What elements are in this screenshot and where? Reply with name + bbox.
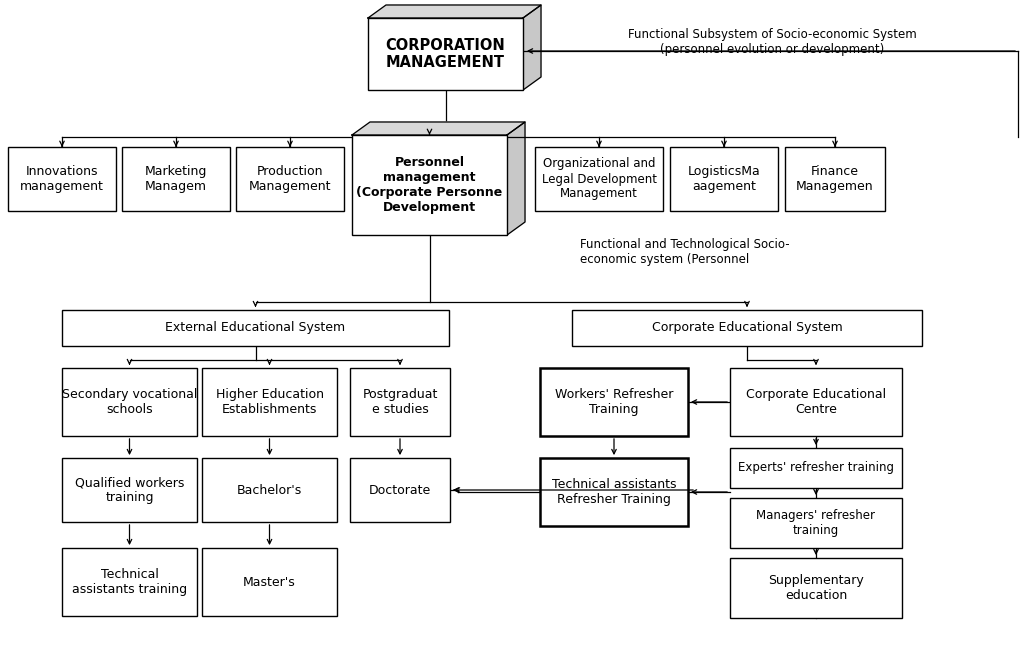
Bar <box>368 18 523 90</box>
Text: Experts' refresher training: Experts' refresher training <box>739 462 894 475</box>
Bar <box>202 548 337 616</box>
Text: Finance
Managemen: Finance Managemen <box>796 165 873 193</box>
Polygon shape <box>352 122 525 135</box>
Bar <box>572 310 922 346</box>
Bar <box>730 368 902 436</box>
Polygon shape <box>507 122 525 235</box>
Bar <box>670 147 778 211</box>
Bar <box>62 310 449 346</box>
Text: Doctorate: Doctorate <box>369 484 432 497</box>
Bar <box>785 147 885 211</box>
Polygon shape <box>368 5 541 18</box>
Text: Qualified workers
training: Qualified workers training <box>75 476 184 504</box>
Text: Personnel
management
(Corporate Personne
Development: Personnel management (Corporate Personne… <box>356 156 503 214</box>
Bar <box>8 147 116 211</box>
Bar <box>535 147 663 211</box>
Text: Workers' Refresher
Training: Workers' Refresher Training <box>555 388 674 416</box>
Bar <box>540 458 688 526</box>
Text: CORPORATION
MANAGEMENT: CORPORATION MANAGEMENT <box>385 38 506 70</box>
Text: Technical assistants
Refresher Training: Technical assistants Refresher Training <box>552 478 677 506</box>
Text: Corporate Educational System: Corporate Educational System <box>652 321 843 335</box>
Text: LogisticsMa
aagement: LogisticsMa aagement <box>688 165 760 193</box>
Bar <box>236 147 344 211</box>
Text: Marketing
Managem: Marketing Managem <box>145 165 207 193</box>
Bar <box>62 368 197 436</box>
Bar <box>62 458 197 522</box>
Bar <box>350 458 450 522</box>
Text: Master's: Master's <box>243 575 296 588</box>
Text: Technical
assistants training: Technical assistants training <box>72 568 187 596</box>
Text: Secondary vocational
schools: Secondary vocational schools <box>62 388 197 416</box>
Bar <box>122 147 230 211</box>
Text: Production
Management: Production Management <box>249 165 332 193</box>
Text: Higher Education
Establishments: Higher Education Establishments <box>215 388 323 416</box>
Text: Innovations
management: Innovations management <box>20 165 104 193</box>
Bar <box>730 448 902 488</box>
Text: Functional Subsystem of Socio-economic System
(personnel evolution or developmen: Functional Subsystem of Socio-economic S… <box>628 28 917 56</box>
Bar <box>540 368 688 436</box>
Bar <box>202 368 337 436</box>
Text: External Educational System: External Educational System <box>166 321 345 335</box>
Bar <box>350 368 450 436</box>
Bar <box>730 558 902 618</box>
Text: Functional and Technological Socio-
economic system (Personnel: Functional and Technological Socio- econ… <box>580 238 790 266</box>
Bar <box>730 498 902 548</box>
Bar <box>202 458 337 522</box>
Bar <box>62 548 197 616</box>
Text: Managers' refresher
training: Managers' refresher training <box>756 509 876 537</box>
Polygon shape <box>523 5 541 90</box>
Text: Corporate Educational
Centre: Corporate Educational Centre <box>746 388 886 416</box>
Text: Organizational and
Legal Development
Management: Organizational and Legal Development Man… <box>542 157 656 201</box>
Text: Bachelor's: Bachelor's <box>237 484 302 497</box>
Text: Postgraduat
e studies: Postgraduat e studies <box>363 388 438 416</box>
Bar <box>352 135 507 235</box>
Text: Supplementary
education: Supplementary education <box>768 574 864 602</box>
